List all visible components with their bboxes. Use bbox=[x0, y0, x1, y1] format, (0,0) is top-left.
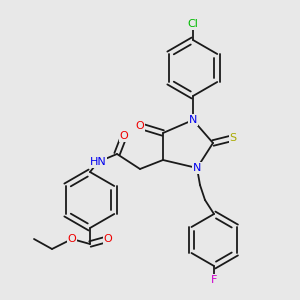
Text: HN: HN bbox=[90, 157, 106, 167]
Text: N: N bbox=[189, 115, 197, 125]
Text: O: O bbox=[120, 131, 128, 141]
Text: O: O bbox=[103, 234, 112, 244]
Text: O: O bbox=[68, 234, 76, 244]
Text: S: S bbox=[230, 133, 237, 143]
Text: O: O bbox=[136, 121, 144, 131]
Text: Cl: Cl bbox=[188, 19, 198, 29]
Text: F: F bbox=[211, 275, 217, 285]
Text: N: N bbox=[193, 163, 201, 173]
